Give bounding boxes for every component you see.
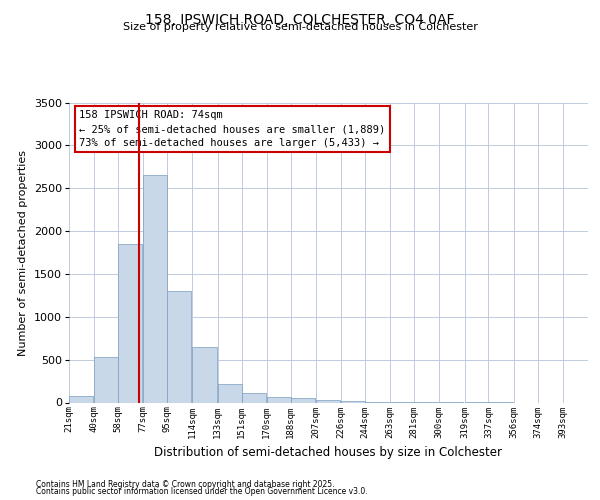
Text: 158, IPSWICH ROAD, COLCHESTER, CO4 0AF: 158, IPSWICH ROAD, COLCHESTER, CO4 0AF xyxy=(145,12,455,26)
Bar xyxy=(69,396,93,402)
Text: Size of property relative to semi-detached houses in Colchester: Size of property relative to semi-detach… xyxy=(122,22,478,32)
Bar xyxy=(242,393,266,402)
Text: 158 IPSWICH ROAD: 74sqm
← 25% of semi-detached houses are smaller (1,889)
73% of: 158 IPSWICH ROAD: 74sqm ← 25% of semi-de… xyxy=(79,110,386,148)
Text: Contains HM Land Registry data © Crown copyright and database right 2025.: Contains HM Land Registry data © Crown c… xyxy=(36,480,335,489)
Text: Contains public sector information licensed under the Open Government Licence v3: Contains public sector information licen… xyxy=(36,487,368,496)
Bar xyxy=(94,357,118,403)
Bar xyxy=(118,244,142,402)
Bar xyxy=(143,176,167,402)
Bar xyxy=(267,396,291,402)
Bar xyxy=(167,291,191,403)
Bar xyxy=(341,401,365,402)
Bar xyxy=(290,398,315,402)
Bar xyxy=(218,384,242,402)
X-axis label: Distribution of semi-detached houses by size in Colchester: Distribution of semi-detached houses by … xyxy=(155,446,503,459)
Bar xyxy=(193,347,217,403)
Y-axis label: Number of semi-detached properties: Number of semi-detached properties xyxy=(19,150,28,356)
Bar xyxy=(316,400,340,402)
